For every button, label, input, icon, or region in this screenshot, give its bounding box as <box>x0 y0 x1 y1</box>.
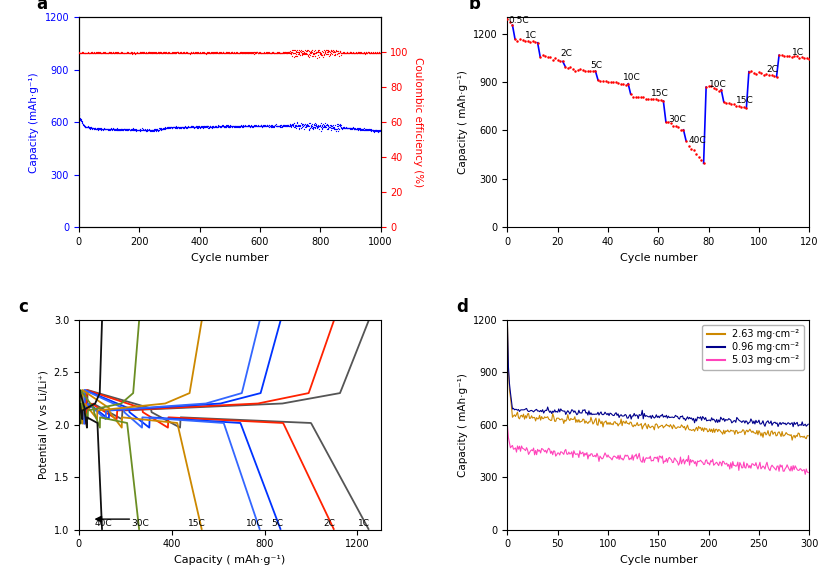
Text: 2C: 2C <box>766 65 779 74</box>
Text: 30C: 30C <box>668 115 686 124</box>
Legend: 2.63 mg·cm⁻², 0.96 mg·cm⁻², 5.03 mg·cm⁻²: 2.63 mg·cm⁻², 0.96 mg·cm⁻², 5.03 mg·cm⁻² <box>702 325 804 370</box>
Text: 2C: 2C <box>324 519 335 527</box>
Text: 30C: 30C <box>131 519 149 527</box>
Y-axis label: Capacity ( mAh·g⁻¹): Capacity ( mAh·g⁻¹) <box>457 372 467 477</box>
Text: b: b <box>468 0 480 13</box>
Text: 1C: 1C <box>525 31 537 40</box>
X-axis label: Cycle number: Cycle number <box>619 253 697 262</box>
Text: d: d <box>457 297 468 315</box>
Text: 1C: 1C <box>359 519 370 527</box>
Text: 15C: 15C <box>736 96 754 105</box>
Text: a: a <box>37 0 47 13</box>
Text: 15C: 15C <box>651 89 668 98</box>
Y-axis label: Capacity ( mAh·g⁻¹): Capacity ( mAh·g⁻¹) <box>457 70 467 175</box>
Text: 5C: 5C <box>590 61 603 70</box>
Text: 10C: 10C <box>623 73 641 82</box>
X-axis label: Cycle number: Cycle number <box>619 555 697 565</box>
Y-axis label: Capacity (mAh·g⁻¹): Capacity (mAh·g⁻¹) <box>29 72 39 173</box>
Text: 1C: 1C <box>792 48 803 57</box>
X-axis label: Capacity ( mAh·g⁻¹): Capacity ( mAh·g⁻¹) <box>174 555 286 565</box>
Text: 5C: 5C <box>271 519 283 527</box>
Text: 15C: 15C <box>188 519 206 527</box>
Text: 0.5C: 0.5C <box>509 16 530 24</box>
Y-axis label: Coulombic efficiency (%): Coulombic efficiency (%) <box>413 58 422 187</box>
Text: 10C: 10C <box>709 80 726 88</box>
X-axis label: Cycle number: Cycle number <box>191 253 269 262</box>
Text: 40C: 40C <box>689 136 706 145</box>
Y-axis label: Potential (V vs Li/Li⁺): Potential (V vs Li/Li⁺) <box>38 370 48 479</box>
Text: 40C: 40C <box>95 519 112 527</box>
Text: 2C: 2C <box>560 49 572 58</box>
Text: 10C: 10C <box>247 519 264 527</box>
Text: c: c <box>18 297 28 315</box>
